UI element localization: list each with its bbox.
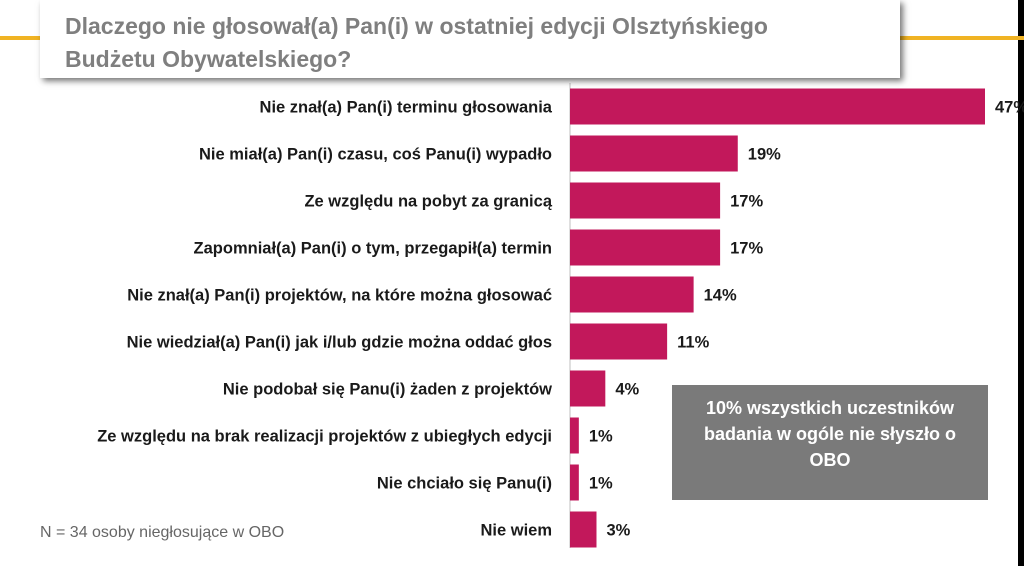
value-label: 19%	[748, 146, 781, 164]
note-text: 10% wszystkich uczestników badania w ogó…	[703, 398, 957, 470]
accent-line-left	[0, 36, 40, 40]
value-label: 17%	[730, 193, 763, 211]
value-label: 17%	[730, 240, 763, 258]
category-label: Nie znał(a) Pan(i) projektów, na które m…	[127, 287, 552, 305]
title-box: Dlaczego nie głosował(a) Pan(i) w ostatn…	[40, 0, 900, 78]
category-label: Nie znał(a) Pan(i) terminu głosowania	[260, 99, 553, 117]
value-label: 11%	[677, 334, 709, 352]
chart-title: Dlaczego nie głosował(a) Pan(i) w ostatn…	[65, 13, 768, 72]
bar	[570, 229, 721, 266]
bar	[570, 135, 738, 172]
accent-line-right	[900, 36, 1024, 40]
sample-footnote: N = 34 osoby niegłosujące w OBO	[40, 524, 285, 541]
bar	[570, 276, 694, 313]
bar	[570, 511, 597, 548]
bar	[570, 417, 579, 454]
value-label: 1%	[589, 475, 613, 493]
bar	[570, 323, 668, 360]
value-label: 3%	[606, 522, 630, 540]
bar	[570, 88, 985, 125]
bar	[570, 370, 606, 407]
note-box: 10% wszystkich uczestników badania w ogó…	[672, 385, 988, 500]
bar	[570, 464, 579, 501]
category-label: Nie chciało się Panu(i)	[377, 475, 552, 493]
category-label: Nie miał(a) Pan(i) czasu, coś Panu(i) wy…	[199, 146, 552, 164]
value-label: 4%	[615, 381, 639, 399]
bar	[570, 182, 721, 219]
value-label: 14%	[704, 287, 737, 305]
value-label: 47%	[995, 99, 1024, 117]
category-label: Zapomniał(a) Pan(i) o tym, przegapił(a) …	[194, 240, 552, 258]
category-label: Nie podobał się Panu(i) żaden z projektó…	[223, 381, 552, 399]
value-label: 1%	[589, 428, 613, 446]
category-label: Ze względu na pobyt za granicą	[304, 193, 552, 211]
category-label: Ze względu na brak realizacji projektów …	[97, 428, 552, 446]
category-label: Nie wiedział(a) Pan(i) jak i/lub gdzie m…	[127, 334, 552, 352]
category-label: Nie wiem	[480, 522, 552, 540]
